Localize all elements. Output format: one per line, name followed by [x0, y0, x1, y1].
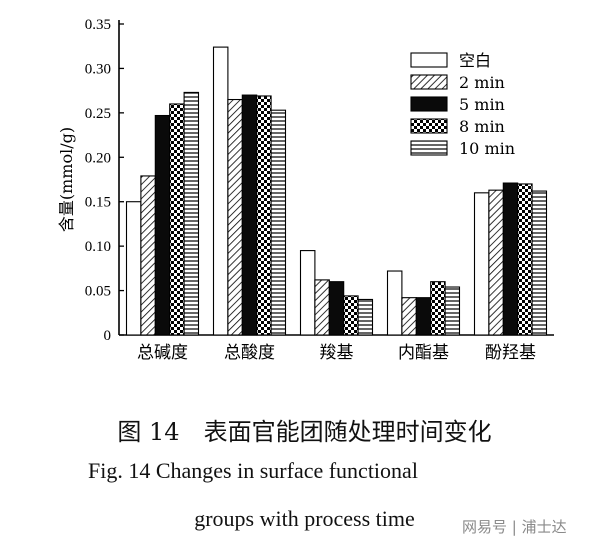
chart-legend: 空白 2 min 5 min 8 min 10 min	[410, 51, 515, 158]
caption-english-line1: Fig. 14 Changes in surface functional	[88, 458, 418, 483]
legend-label: 2 min	[459, 73, 505, 92]
y-tick-label: 0.35	[85, 17, 111, 33]
bar	[343, 295, 359, 336]
bar	[227, 98, 243, 336]
x-tick-label: 酚羟基	[485, 343, 536, 363]
chart-axes: 0 0.05 0.10 0.15 0.20 0.25 0.30 0.35 含量(mmol/g) 总…	[57, 17, 554, 363]
legend-label: 空白	[459, 51, 491, 70]
bar	[299, 250, 316, 336]
legend-label: 5 min	[459, 95, 505, 114]
legend-swatch	[410, 96, 448, 112]
x-tick-label: 总酸度	[224, 343, 275, 363]
x-tick-label: 内酯基	[398, 343, 449, 363]
y-tick-label: 0.30	[85, 61, 111, 77]
y-tick-label: 0.10	[85, 239, 111, 255]
bar	[444, 286, 461, 336]
bar	[140, 175, 156, 336]
bar	[502, 182, 519, 336]
legend-swatch	[410, 74, 448, 90]
bar	[256, 95, 272, 336]
bar	[212, 46, 229, 336]
legend-label: 8 min	[459, 117, 505, 136]
caption-english-line2: groups with process time	[194, 506, 415, 531]
watermark: 网易号 | 浦士达	[462, 518, 567, 536]
y-tick-label: 0.25	[85, 106, 111, 122]
bar	[270, 109, 287, 336]
bar	[357, 298, 374, 336]
bar	[415, 297, 432, 336]
legend-swatch	[410, 118, 448, 134]
bar	[154, 114, 171, 336]
bar	[386, 270, 403, 336]
x-tick-label: 羧基	[320, 343, 354, 363]
legend-label: 10 min	[459, 139, 515, 158]
bar	[473, 192, 490, 336]
bar	[241, 94, 258, 336]
legend-swatch	[410, 140, 448, 156]
bar	[314, 279, 330, 336]
y-axis-label: 含量(mmol/g)	[57, 127, 76, 232]
y-tick-label: 0.05	[85, 284, 111, 300]
bar	[401, 297, 417, 336]
x-tick-label: 总碱度	[137, 343, 188, 363]
y-tick-label: 0	[104, 328, 112, 344]
bar	[125, 201, 142, 336]
bar	[328, 281, 345, 336]
caption-chinese: 图 14 表面官能团随处理时间变化	[117, 418, 492, 446]
bar-chart: 0 0.05 0.10 0.15 0.20 0.25 0.30 0.35 含量(mmol/g) 总…	[57, 17, 554, 363]
chart-bars	[125, 46, 548, 336]
y-tick-label: 0.20	[85, 150, 111, 166]
bar	[488, 189, 504, 336]
bar	[183, 91, 200, 336]
bar	[430, 281, 446, 336]
y-tick-label: 0.15	[85, 195, 111, 211]
bar	[169, 103, 185, 336]
legend-swatch	[410, 52, 448, 68]
bar	[531, 190, 548, 336]
bar	[517, 183, 533, 336]
